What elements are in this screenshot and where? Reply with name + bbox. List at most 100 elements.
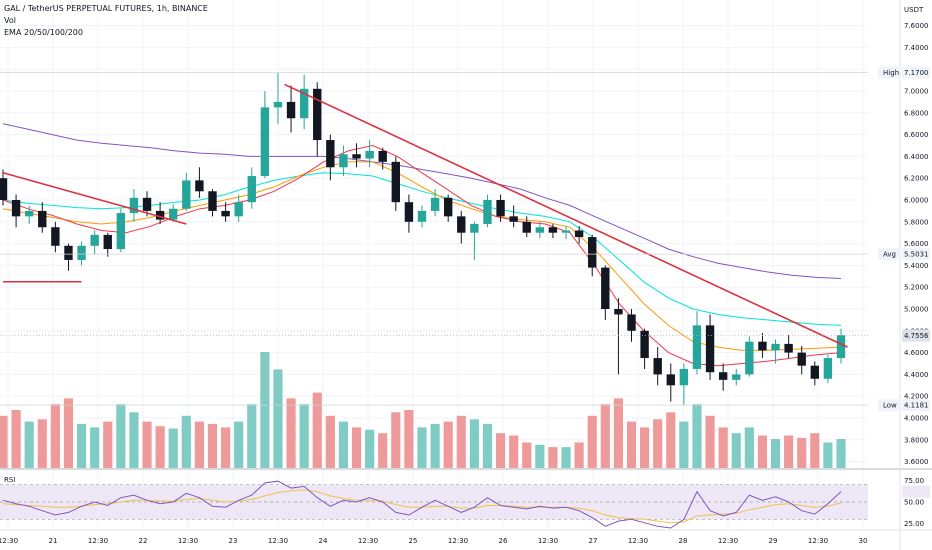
time-axis-label: 22 (139, 537, 148, 545)
candle-body[interactable] (313, 88, 322, 141)
candle-body[interactable] (522, 221, 531, 233)
volume-bar (260, 352, 270, 468)
avg-price-tag-label-bg (878, 248, 900, 261)
volume-bar (495, 433, 506, 468)
candle-body[interactable] (784, 343, 793, 353)
candle-body[interactable] (561, 230, 571, 233)
candle-body[interactable] (758, 341, 767, 351)
candle-body[interactable] (299, 88, 309, 119)
candle-body[interactable] (548, 227, 558, 233)
trendline[interactable] (284, 83, 848, 348)
volume-bar (207, 423, 218, 468)
candle-body[interactable] (155, 210, 165, 220)
candle-body[interactable] (378, 150, 387, 162)
candle-body[interactable] (640, 330, 649, 359)
candle-body[interactable] (286, 101, 296, 119)
volume-bar (784, 435, 794, 468)
price-tick-label: 6.8000 (904, 109, 929, 117)
candle-body[interactable] (823, 358, 833, 379)
candle-body[interactable] (417, 210, 427, 222)
candle-body[interactable] (470, 223, 479, 233)
candle-body[interactable] (732, 374, 741, 380)
candle-body[interactable] (404, 202, 414, 222)
volume-bar (0, 415, 8, 468)
price-tick-label: 7.4000 (904, 44, 929, 52)
candle-body[interactable] (601, 267, 610, 309)
candle-body[interactable] (51, 227, 60, 246)
candle-body[interactable] (483, 200, 492, 224)
candle-body[interactable] (588, 237, 597, 268)
volume-bar (312, 392, 322, 468)
candle-body[interactable] (169, 208, 178, 220)
volume-bar (181, 415, 191, 468)
volume-bar (338, 421, 349, 468)
candle-body[interactable] (195, 180, 204, 192)
candle-body[interactable] (836, 335, 846, 359)
candle-body[interactable] (247, 176, 256, 203)
candle-body[interactable] (273, 101, 283, 108)
candle-body[interactable] (771, 343, 780, 351)
candle-body[interactable] (339, 154, 348, 168)
time-axis-label: 12:30 (268, 537, 288, 545)
volume-bar (744, 427, 754, 468)
volume-bar (194, 421, 204, 468)
candle-body[interactable] (391, 161, 401, 203)
candle-body[interactable] (797, 352, 806, 366)
volume-bar (234, 421, 244, 468)
candle-body[interactable] (679, 368, 689, 386)
candle-body[interactable] (129, 197, 139, 214)
rsi-last-bg (902, 485, 930, 498)
candle-body[interactable] (535, 227, 545, 233)
candle-body[interactable] (705, 325, 715, 373)
candle-body[interactable] (326, 140, 335, 168)
candle-body[interactable] (457, 216, 466, 233)
volume-bar (50, 404, 60, 468)
volume-bar (378, 433, 388, 468)
candle-body[interactable] (614, 309, 623, 315)
time-axis-label: 12:30 (178, 537, 198, 545)
candle-body[interactable] (116, 213, 126, 250)
trendline[interactable] (2, 171, 187, 225)
candle-body[interactable] (627, 314, 636, 331)
candle-body[interactable] (64, 245, 73, 260)
candle-body[interactable] (692, 325, 702, 369)
candle-body[interactable] (208, 191, 217, 211)
candle-body[interactable] (666, 374, 675, 386)
candle-body[interactable] (221, 210, 230, 217)
candle-body[interactable] (509, 216, 518, 222)
volume-bar (391, 412, 401, 468)
volume-bar (247, 404, 257, 468)
price-tick-label: 5.4000 (904, 262, 929, 270)
candle-body[interactable] (234, 202, 243, 217)
candle-body[interactable] (653, 358, 662, 375)
rsi-tick-label: 75.00 (904, 477, 924, 485)
volume-bar (770, 439, 781, 468)
candle-body[interactable] (0, 178, 8, 200)
candle-body[interactable] (443, 197, 453, 217)
volume-bar (810, 433, 820, 468)
candle-body[interactable] (260, 107, 270, 177)
ema-legend: EMA 20/50/100/200 (4, 28, 83, 37)
candle-body[interactable] (810, 365, 820, 379)
candle-body[interactable] (182, 180, 191, 209)
candle-body[interactable] (745, 341, 754, 375)
candle-body[interactable] (430, 197, 440, 211)
avg-price-tag-value-bg (902, 248, 930, 261)
rsi-line (2, 480, 842, 529)
candle-body[interactable] (90, 234, 99, 246)
candle-body[interactable] (365, 150, 374, 159)
candle-body[interactable] (11, 200, 21, 217)
candle-body[interactable] (352, 154, 361, 159)
candle-body[interactable] (574, 230, 584, 238)
candle-body[interactable] (24, 210, 34, 217)
volume-bar (221, 427, 231, 468)
price-tick-label: 7.0000 (904, 88, 929, 96)
candle-body[interactable] (77, 245, 86, 260)
candle-body[interactable] (103, 234, 112, 250)
candle-body[interactable] (142, 197, 152, 211)
candle-body[interactable] (718, 372, 728, 380)
time-axis-label: 12:30 (0, 537, 18, 545)
candle-body[interactable] (496, 200, 505, 217)
candle-body[interactable] (38, 210, 47, 228)
